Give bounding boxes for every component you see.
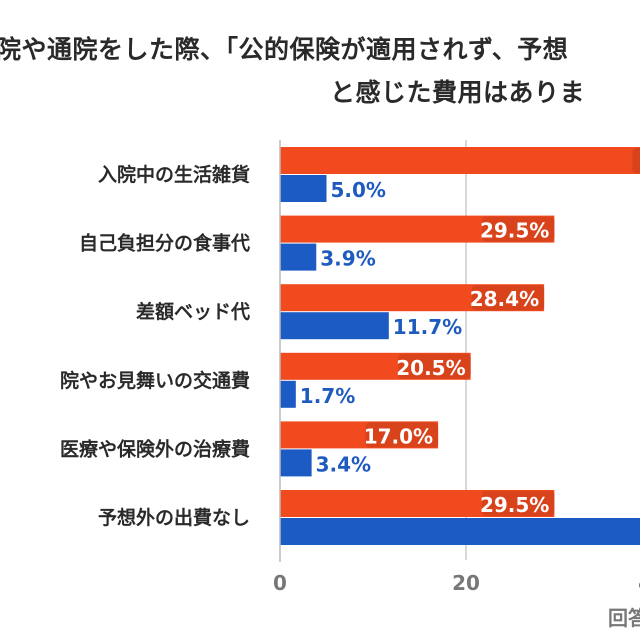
chart-title-line1: 院や通院をした際、「公的保険が適用されず、予想 — [0, 35, 569, 64]
category-label: 入院中の生活雑貨 — [98, 163, 250, 186]
bar-value-label: 29.5% — [480, 219, 549, 243]
x-tick-label: 40 — [638, 571, 640, 595]
bar-label-box — [398, 353, 471, 379]
category-label: 医療や保険外の治療費 — [60, 437, 250, 460]
category-label: 予想外の出費なし — [98, 506, 250, 529]
bar-label-box — [365, 422, 439, 448]
bar-value-label: 20.5% — [396, 356, 465, 380]
category-label: 自己負担分の食事代 — [79, 232, 250, 255]
bar-value-label: 11.7% — [393, 315, 462, 339]
bar-blue — [280, 518, 640, 545]
bar-label-box — [632, 148, 640, 173]
bar-label-box — [471, 285, 545, 311]
bar-value-label: 1.7% — [300, 384, 355, 408]
x-tick-label: 0 — [273, 571, 287, 595]
bar-value-label: 17.0% — [364, 424, 433, 448]
bar-blue — [280, 380, 296, 408]
footer-note: 回答 — [608, 606, 640, 630]
category-label: 院やお見舞いの交通費 — [60, 369, 250, 392]
category-label: 差額ベッド代 — [136, 300, 250, 323]
bar-label-box — [481, 491, 555, 516]
bar-value-label: 29.5% — [480, 493, 549, 517]
bar-blue — [280, 175, 327, 202]
bar-blue — [280, 243, 317, 271]
bar-value-label: 3.4% — [316, 452, 371, 476]
bar-value-label: 5.0% — [331, 178, 386, 202]
x-tick-label: 20 — [452, 571, 480, 595]
chart-title-line2: と感じた費用はありま — [330, 78, 586, 107]
bar-blue — [280, 312, 389, 340]
bar-blue — [280, 449, 312, 477]
bar-value-label: 3.9% — [320, 247, 375, 271]
bar-label-box — [481, 216, 555, 242]
bar-value-label: 28.4% — [470, 287, 539, 311]
bar-orange — [280, 147, 640, 174]
